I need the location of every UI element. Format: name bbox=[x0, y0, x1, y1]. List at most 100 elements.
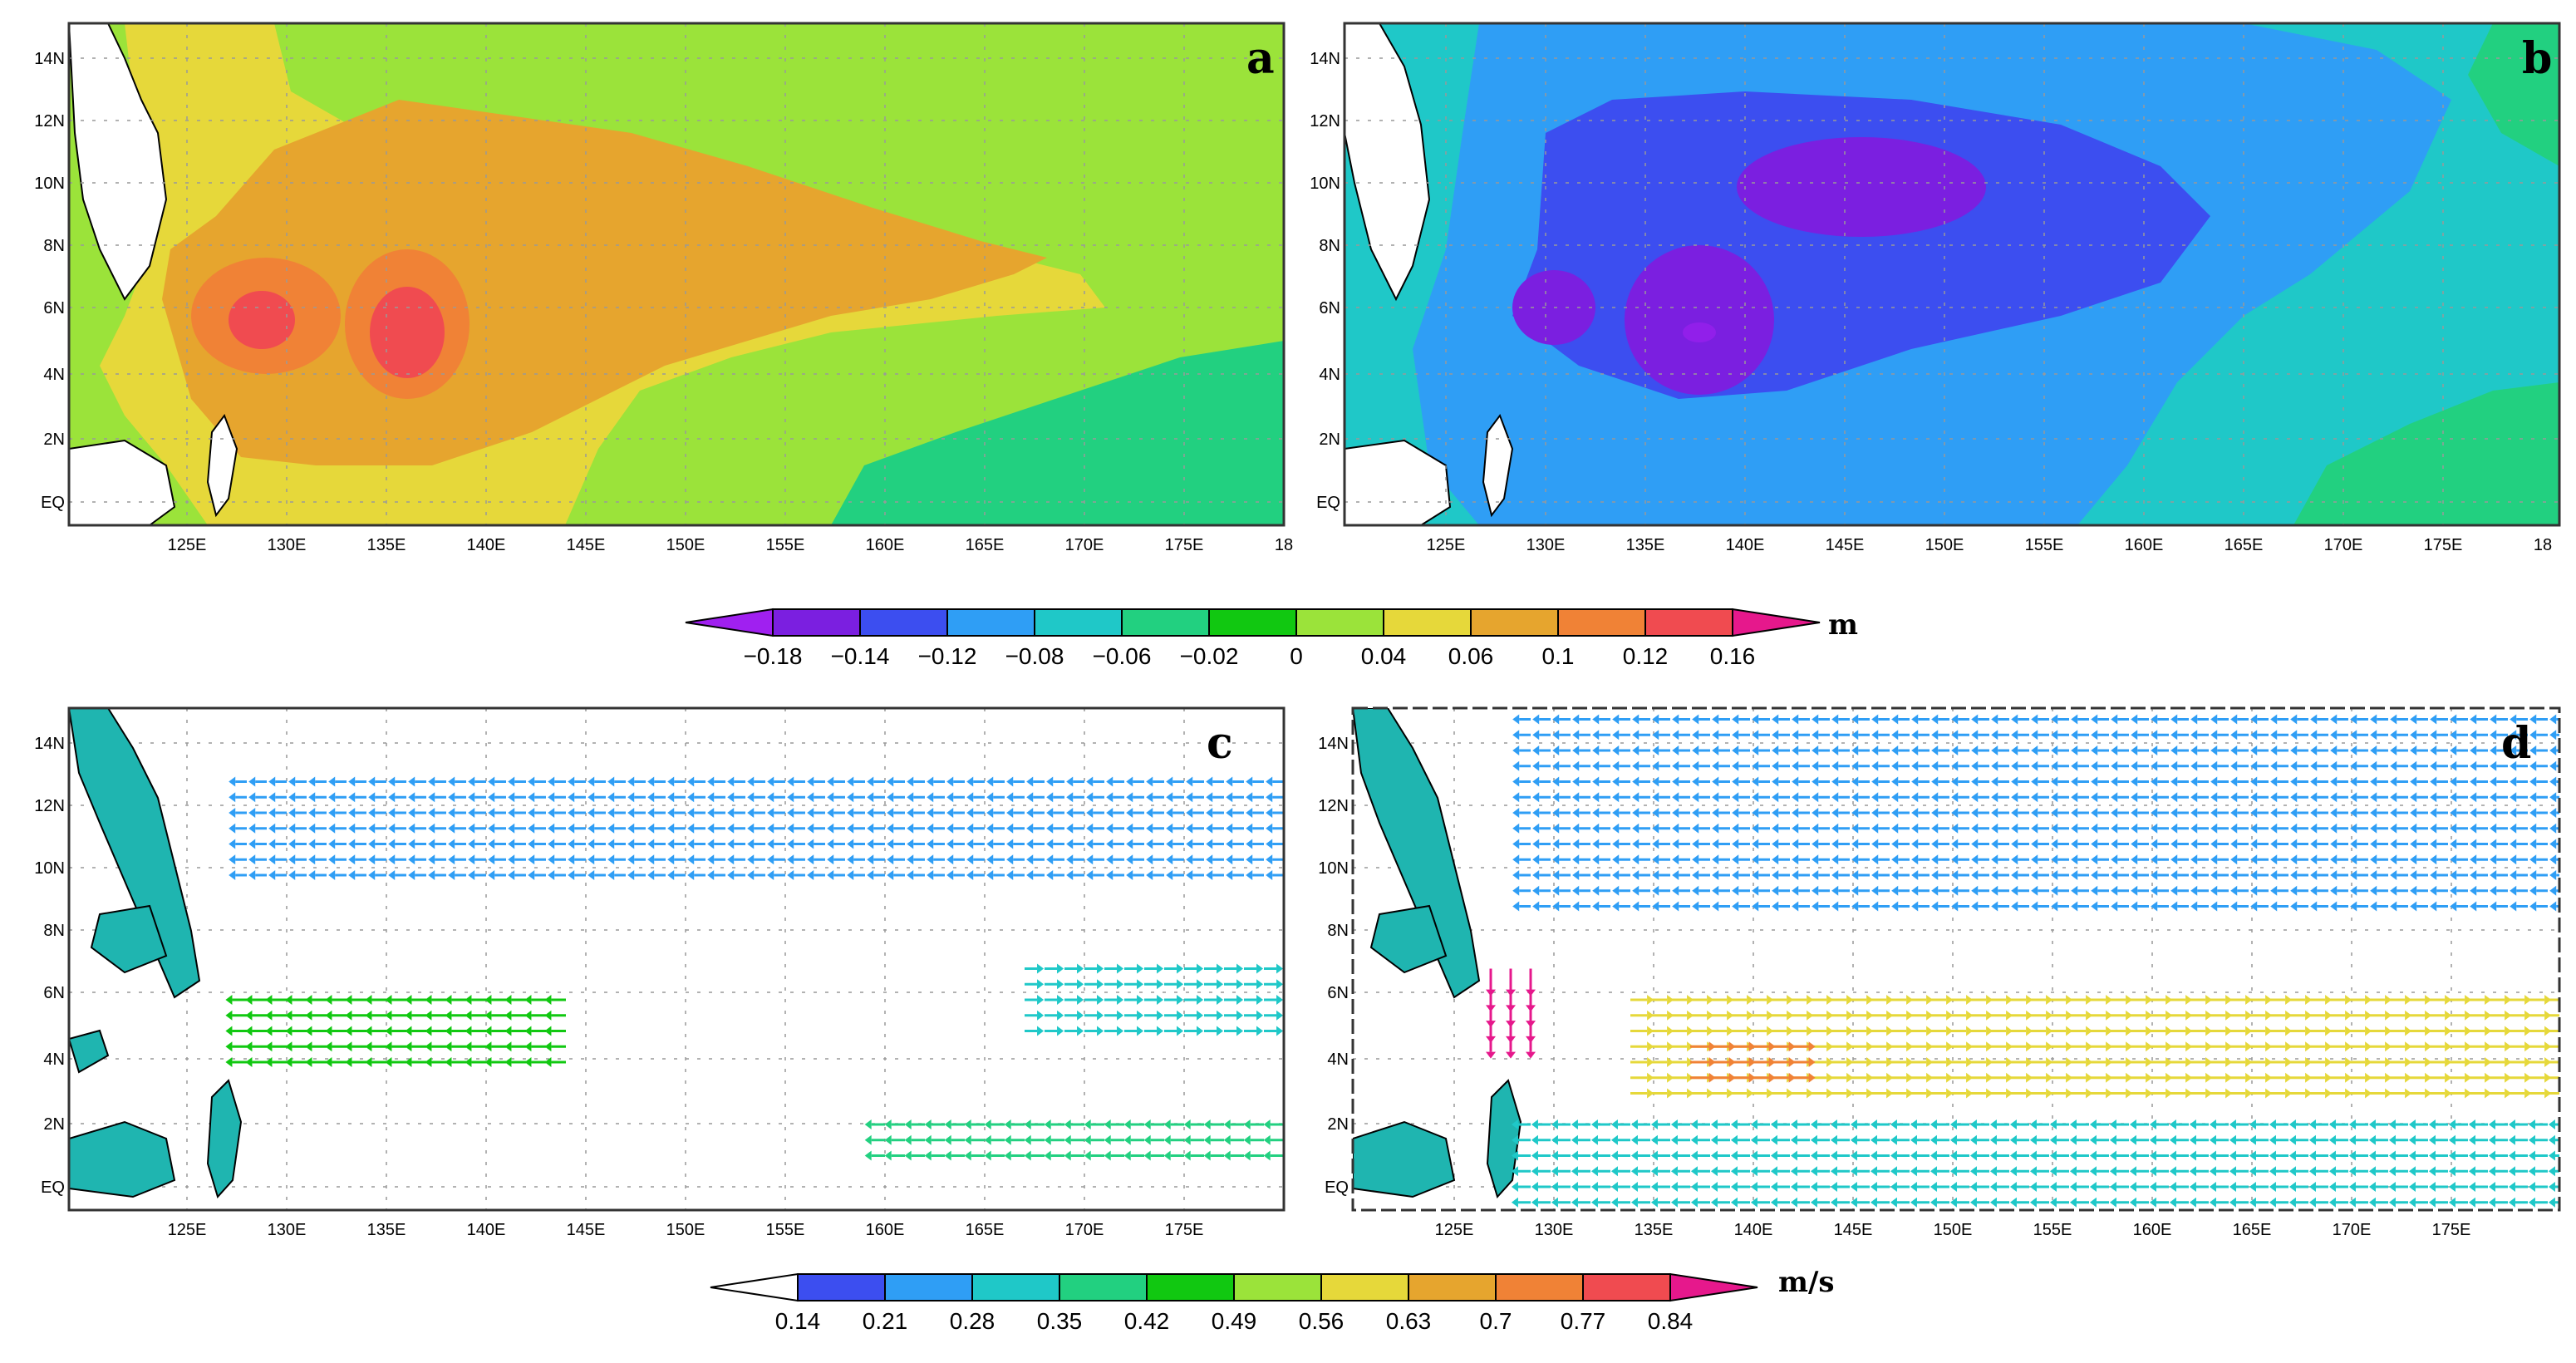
panel-c-vector-head bbox=[1157, 995, 1164, 1005]
panel-d-vector-head bbox=[1792, 808, 1799, 818]
panel-d-vector-head bbox=[2290, 870, 2298, 880]
panel-d-vector-head bbox=[1949, 1134, 1957, 1145]
panel-d-vector-head bbox=[2430, 760, 2437, 771]
panel-c-vector-head bbox=[1126, 776, 1133, 787]
panel-c-vector-head bbox=[864, 1150, 872, 1161]
panel-d-vector-head bbox=[2270, 854, 2278, 865]
panel-c-vector-head bbox=[1137, 1010, 1144, 1021]
panel-d-vector-head bbox=[2031, 792, 2038, 803]
panel-a-lat-tick: 10N bbox=[34, 175, 65, 193]
colorbar-height-swatch bbox=[772, 608, 861, 637]
panel-c-vector-head bbox=[1126, 854, 1133, 865]
colorbar-height-label: 0.1 bbox=[1542, 643, 1575, 669]
panel-d-vector-head bbox=[1571, 1197, 1578, 1208]
panel-c-vector-head bbox=[1197, 1010, 1204, 1021]
panel-c-vector-head bbox=[847, 823, 854, 834]
panel-d-vector-head bbox=[1949, 1119, 1957, 1129]
colorbar-current-swatch bbox=[1495, 1273, 1584, 1301]
panel-c-vector-head bbox=[568, 839, 575, 849]
panel-d-vector-head bbox=[1850, 1197, 1857, 1208]
panel-d-vector-head bbox=[2328, 1134, 2336, 1145]
panel-d-vector-head bbox=[1732, 808, 1739, 818]
panel-d-lon-tick: 170E bbox=[2333, 1221, 2372, 1239]
panel-d-vector-head bbox=[2089, 1119, 2097, 1129]
panel-d-vector-head bbox=[1969, 1150, 1977, 1161]
colorbar-current-swatch bbox=[971, 1273, 1060, 1301]
panel-d-vector-head bbox=[2508, 1134, 2515, 1145]
colorbar-height-label: 0.04 bbox=[1361, 643, 1407, 669]
panel-c-vector-head bbox=[308, 870, 316, 880]
panel-d-vector-head bbox=[2189, 1197, 2196, 1208]
panel-d-vector-head bbox=[1506, 1036, 1516, 1043]
panel-d-vector-head bbox=[1732, 792, 1739, 803]
panel-d-vector-head bbox=[1532, 901, 1540, 912]
panel-c-vector-head bbox=[986, 823, 994, 834]
panel-d-lat-tick: 12N bbox=[1318, 797, 1349, 815]
panel-d-vector-head bbox=[1752, 760, 1759, 771]
panel-d-vector-head bbox=[2450, 870, 2457, 880]
panel-d-vector-head bbox=[2269, 1150, 2276, 1161]
panel-d-vector-head bbox=[2410, 901, 2417, 912]
panel-d-vector-head bbox=[1871, 870, 1879, 880]
panel-d-vector-head bbox=[2370, 760, 2377, 771]
panel-c-vector-head bbox=[248, 776, 256, 787]
panel-d-vector-head bbox=[1772, 901, 1779, 912]
panel-d-vector-head bbox=[2450, 792, 2457, 803]
colorbar-current: 0.14 0.21 0.28 0.35 0.42 0.49 0.56 0.63 0.7 0.77 0… bbox=[710, 1272, 1758, 1334]
panel-d-vector-head bbox=[1871, 885, 1879, 896]
panel-d-vector-head bbox=[2310, 823, 2318, 834]
panel-d-vector-head bbox=[1752, 776, 1759, 787]
panel-c-vector-head bbox=[1137, 979, 1144, 990]
panel-c-vector-head bbox=[325, 1010, 332, 1021]
panel-c-vector-head bbox=[348, 870, 356, 880]
colorbar-height-label: 0 bbox=[1290, 643, 1303, 669]
panel-d-vector-head bbox=[2470, 854, 2477, 865]
panel-d-vector-head bbox=[2308, 1182, 2316, 1192]
panel-c-vector-head bbox=[408, 792, 415, 803]
panel-d-vector-head bbox=[2069, 1166, 2077, 1177]
panel-c-vector-head bbox=[884, 1150, 892, 1161]
panel-d-vector-head bbox=[1810, 1134, 1817, 1145]
panel-d-vector-head bbox=[2468, 1197, 2475, 1208]
panel-d-vector-head bbox=[2488, 1150, 2495, 1161]
panel-d-vector-head bbox=[2370, 792, 2377, 803]
panel-c-lon-tick: 170E bbox=[1065, 1221, 1104, 1239]
panel-d-vector-head bbox=[1792, 760, 1799, 771]
panel-c-vector-head bbox=[1026, 870, 1034, 880]
panel-c-vector-head bbox=[807, 870, 814, 880]
panel-d-vector-head bbox=[1552, 808, 1560, 818]
panel-d-vector-head bbox=[1486, 989, 1496, 996]
panel-d-vector-head bbox=[1750, 1150, 1757, 1161]
panel-c-vector-head bbox=[1097, 1026, 1104, 1036]
panel-b-lon-tick: 155E bbox=[2025, 536, 2064, 554]
panel-d-vector-head bbox=[1812, 823, 1819, 834]
panel-c-vector-head bbox=[1256, 1010, 1264, 1021]
panel-c-vector-head bbox=[548, 823, 555, 834]
panel-d-vector-head bbox=[2190, 823, 2198, 834]
panel-d-vector-head bbox=[2051, 870, 2058, 880]
panel-c-vector-head bbox=[904, 1134, 912, 1145]
panel-d-vector-head bbox=[1792, 792, 1799, 803]
colorbar-current-label: 0.35 bbox=[1037, 1308, 1083, 1334]
panel-d-vector-head bbox=[1890, 1119, 1897, 1129]
panel-d-vector-head bbox=[1792, 714, 1799, 725]
panel-d-vector-head bbox=[2230, 839, 2238, 849]
panel-d-vector-head bbox=[2091, 885, 2098, 896]
panel-d-vector-head bbox=[2388, 1197, 2396, 1208]
panel-c-vector-head bbox=[1106, 808, 1113, 818]
panel-d-vector-head bbox=[1812, 901, 1819, 912]
panel-d-vector-head bbox=[1612, 745, 1620, 755]
panel-c-vector-head bbox=[1266, 776, 1273, 787]
panel-d-vector-head bbox=[2290, 760, 2298, 771]
panel-c-vector-head bbox=[548, 792, 555, 803]
panel-d-vector-head bbox=[2011, 792, 2018, 803]
panel-d-vector-head bbox=[2090, 1213, 2097, 1223]
panel-d-vector-head bbox=[2290, 854, 2298, 865]
panel-b-lon-tick: 150E bbox=[1925, 536, 1964, 554]
panel-c-vector-head bbox=[388, 839, 396, 849]
panel-d-vector-head bbox=[2149, 1134, 2156, 1145]
panel-c-vector-head bbox=[405, 995, 412, 1005]
panel-c-vector-head bbox=[1146, 808, 1153, 818]
panel-c-vector-head bbox=[268, 870, 276, 880]
panel-d-vector-head bbox=[1851, 760, 1859, 771]
